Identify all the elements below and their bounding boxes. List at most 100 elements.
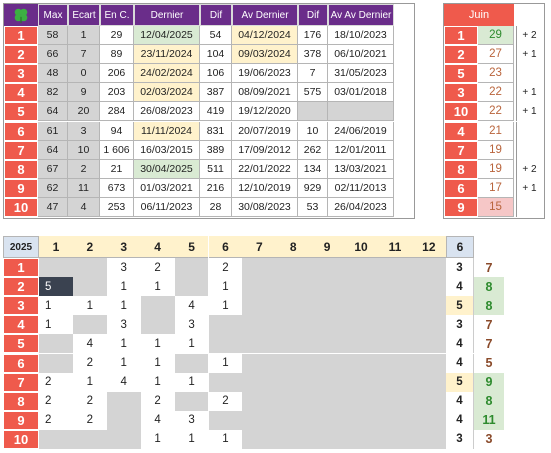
cell-max: 64 [38,102,68,122]
cumulative-count: 8 [474,391,504,411]
month-cell [174,391,209,411]
month-cell [310,277,345,297]
month-cell [411,429,446,449]
month-cell [411,410,446,430]
juin-row-number: 2 [444,45,478,65]
month-cell: 1 [39,315,73,335]
juin-increment: + 1 [516,102,542,122]
juin-count: 22 [478,102,514,122]
month-cell [310,296,345,316]
cell-dif: 831 [200,121,232,141]
bottom-row-number: 8 [3,391,39,411]
juin-row-number: 7 [444,140,478,160]
bottom-row-number: 9 [3,410,39,430]
cell-max: 62 [38,178,68,198]
month-cell [39,353,73,373]
juin-count: 19 [478,140,514,160]
cell-dernier: 12/04/2025 [134,26,200,46]
month-cell [242,410,277,430]
cell-dernier: 02/03/2024 [134,83,200,103]
month-header: 1 [39,236,73,258]
month-cell: 1 [208,296,243,316]
month-cell [276,258,311,278]
total-count: 5 [446,372,474,392]
month-cell [411,372,446,392]
row-number: 6 [4,121,38,141]
month-cell [276,429,311,449]
month-cell [72,315,107,335]
month-cell: 3 [106,258,141,278]
month-cell [39,334,73,354]
header-dernier: Dernier [134,4,200,26]
juin-increment: + 1 [516,178,542,198]
cell-dif2 [298,102,328,122]
month-cell [310,429,345,449]
total-count: 3 [446,258,474,278]
header-max: Max [38,4,68,26]
bottom-row-number: 7 [3,372,39,392]
cell-av: 22/01/2022 [232,159,298,179]
cumulative-count: 3 [474,429,504,449]
cumulative-count: 7 [474,315,504,335]
month-cell [276,372,311,392]
juin-count: 29 [478,26,514,46]
month-cell: 1 [174,372,209,392]
cell-dif: 387 [200,83,232,103]
cumulative-count: 8 [474,296,504,316]
juin-table: Juin 1 29 + 2 2 27 + 1 5 23 3 22 + 1 10 22 + 1 4 21 7 19 8… [443,3,545,219]
month-cell: 1 [106,296,141,316]
row-number: 8 [4,159,38,179]
juin-increment: + 2 [516,26,542,46]
month-cell [411,277,446,297]
month-cell: 2 [72,410,107,430]
month-header: 9 [310,236,345,258]
month-cell: 2 [39,410,73,430]
row-number: 10 [4,197,38,217]
cell-avav: 26/04/2023 [328,197,394,217]
cell-av: 04/12/2024 [232,26,298,46]
cell-dernier: 16/03/2015 [134,140,200,160]
month-cell: 2 [140,391,175,411]
month-cell: 3 [174,410,209,430]
month-cell [344,391,378,411]
cell-avav: 24/06/2019 [328,121,394,141]
juin-increment [516,121,542,141]
bottom-row-number: 5 [3,334,39,354]
month-header: 6 [208,236,243,258]
juin-row-number: 6 [444,178,478,198]
bottom-row-number: 2 [3,277,39,297]
juin-increment: + 1 [516,83,542,103]
cell-av: 30/08/2023 [232,197,298,217]
month-cell: 2 [39,391,73,411]
cell-max: 66 [38,45,68,65]
cell-dif: 216 [200,178,232,198]
juin-increment [516,64,542,84]
month-cell: 1 [174,334,209,354]
cell-enc: 94 [100,121,134,141]
juin-increment [516,140,542,160]
month-cell [276,296,311,316]
row-number: 3 [4,64,38,84]
cell-max: 47 [38,197,68,217]
cell-ecart: 2 [68,159,100,179]
total-count: 3 [446,315,474,335]
cell-ecart: 1 [68,26,100,46]
cell-dif: 28 [200,197,232,217]
cell-av: 19/06/2023 [232,64,298,84]
month-header: 8 [276,236,311,258]
month-cell: 1 [106,277,141,297]
header-av: Av Dernier [232,4,298,26]
month-cell: 2 [72,391,107,411]
bottom-row-number: 10 [3,429,39,449]
cell-enc: 89 [100,45,134,65]
month-cell [208,410,243,430]
month-cell [106,410,141,430]
month-cell: 1 [208,353,243,373]
month-cell [276,353,311,373]
month-cell [378,410,412,430]
month-cell [140,296,175,316]
extra-month-header: 6 [446,236,474,258]
cell-av: 17/09/2012 [232,140,298,160]
month-cell [378,277,412,297]
